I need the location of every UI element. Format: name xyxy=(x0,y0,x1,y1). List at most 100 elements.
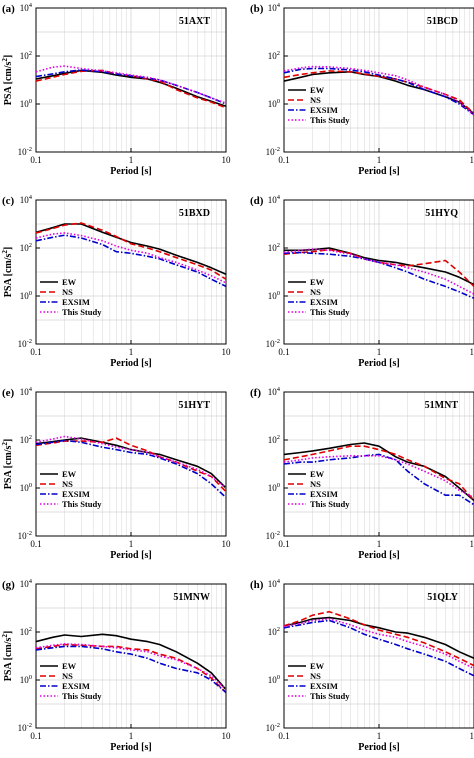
y-tick-label: 104 xyxy=(268,194,281,205)
series-line-exsim xyxy=(36,645,226,694)
panel-label: (a) xyxy=(2,3,15,15)
y-tick-label: 10-2 xyxy=(18,722,32,733)
series-line-ns xyxy=(284,445,474,502)
x-tick-label: 0.1 xyxy=(30,539,41,549)
legend-label: EXSIM xyxy=(310,297,338,307)
y-tick-label: 102 xyxy=(20,626,32,637)
panel-51HYT: 0.1 1 10 10-2 100 102 104 Period [s] PSA [cm/s2]… xyxy=(1,386,231,561)
grid xyxy=(284,8,474,152)
x-axis-label: Period [s] xyxy=(110,358,151,369)
y-tick-label: 100 xyxy=(268,674,280,685)
y-tick-label: 102 xyxy=(20,242,32,253)
y-tick-label: 100 xyxy=(268,482,280,493)
panel-51QLY: 0.1 1 10 10-2 100 102 104 Period [s] (h) 51QLY EWN… xyxy=(250,578,474,753)
legend-label: NS xyxy=(62,287,73,297)
x-tick-label: 1 xyxy=(377,539,382,549)
legend-label: This Study xyxy=(310,307,350,317)
legend-label: EW xyxy=(310,85,325,95)
y-axis-label: PSA [cm/s2] xyxy=(1,439,14,489)
station-label: 51HYQ xyxy=(425,208,458,219)
x-tick-label: 10 xyxy=(222,539,232,549)
legend-label: EXSIM xyxy=(310,105,338,115)
legend-label: EW xyxy=(62,469,77,479)
y-tick-label: 10-2 xyxy=(266,530,280,541)
series-group xyxy=(36,435,226,499)
legend-label: NS xyxy=(62,671,73,681)
x-axis-label: Period [s] xyxy=(110,550,151,561)
series-line-ew xyxy=(36,69,226,108)
x-tick-label: 1 xyxy=(129,539,134,549)
x-tick-label: 0.1 xyxy=(278,155,289,165)
y-axis-label: PSA [cm/s2] xyxy=(1,247,14,297)
legend-label: EXSIM xyxy=(62,489,90,499)
y-axis-label: PSA [cm/s2] xyxy=(1,631,14,681)
legend-label: NS xyxy=(310,95,321,105)
legend-label: EW xyxy=(310,661,325,671)
x-tick-label: 1 xyxy=(377,731,382,741)
y-tick-label: 100 xyxy=(20,290,32,301)
series-line-this-study xyxy=(284,454,474,499)
x-tick-label: 0.1 xyxy=(278,539,289,549)
legend-label: EW xyxy=(310,277,325,287)
y-tick-label: 10-2 xyxy=(18,338,32,349)
x-tick-label: 1 xyxy=(129,347,134,357)
station-label: 51BXD xyxy=(179,208,210,219)
y-tick-label: 104 xyxy=(20,386,33,397)
x-axis-label: Period [s] xyxy=(358,550,399,561)
station-label: 51HYT xyxy=(178,400,210,411)
x-axis-label: Period [s] xyxy=(358,742,399,753)
series-group xyxy=(36,65,226,109)
grid xyxy=(36,584,226,728)
y-tick-label: 104 xyxy=(20,194,33,205)
legend-label: EW xyxy=(310,469,325,479)
legend-label: NS xyxy=(310,671,321,681)
legend-label: This Study xyxy=(310,115,350,125)
y-tick-label: 10-2 xyxy=(18,146,32,157)
x-tick-label: 0.1 xyxy=(30,731,41,741)
x-tick-label: 10 xyxy=(222,347,232,357)
y-tick-label: 10-2 xyxy=(18,530,32,541)
legend-label: NS xyxy=(310,479,321,489)
y-tick-label: 100 xyxy=(268,98,280,109)
x-tick-label: 10 xyxy=(470,731,474,741)
series-line-this-study xyxy=(284,65,474,116)
series-line-this-study xyxy=(36,643,226,691)
series-line-exsim xyxy=(284,619,474,677)
series-line-this-study xyxy=(36,435,226,489)
legend-label: This Study xyxy=(62,691,102,701)
y-tick-label: 102 xyxy=(20,434,32,445)
y-tick-label: 100 xyxy=(20,98,32,109)
y-tick-label: 104 xyxy=(20,2,33,13)
legend-label: EXSIM xyxy=(62,297,90,307)
y-tick-label: 104 xyxy=(268,386,281,397)
panel-51MNT: 0.1 1 10 10-2 100 102 104 Period [s] (f) 51MNT EWN… xyxy=(250,386,474,561)
panel-label: (g) xyxy=(2,579,15,591)
legend-label: NS xyxy=(62,479,73,489)
legend-label: EXSIM xyxy=(310,681,338,691)
series-line-ew xyxy=(36,223,226,276)
x-tick-label: 0.1 xyxy=(30,347,41,357)
x-tick-label: 0.1 xyxy=(278,731,289,741)
legend-label: This Study xyxy=(62,307,102,317)
station-label: 51MNW xyxy=(173,592,210,603)
legend-label: This Study xyxy=(310,691,350,701)
series-line-this-study xyxy=(284,618,474,670)
y-tick-label: 100 xyxy=(268,290,280,301)
series-line-ns xyxy=(36,69,226,109)
series-group xyxy=(36,633,226,694)
x-tick-label: 0.1 xyxy=(278,347,289,357)
y-tick-label: 102 xyxy=(20,50,32,61)
y-tick-label: 100 xyxy=(20,482,32,493)
series-group xyxy=(284,65,474,116)
legend-label: NS xyxy=(310,287,321,297)
x-tick-label: 1 xyxy=(129,155,134,165)
series-line-exsim xyxy=(284,251,474,300)
legend-label: This Study xyxy=(62,499,102,509)
x-tick-label: 1 xyxy=(377,347,382,357)
panel-label: (c) xyxy=(2,195,15,207)
x-tick-label: 10 xyxy=(222,155,232,165)
